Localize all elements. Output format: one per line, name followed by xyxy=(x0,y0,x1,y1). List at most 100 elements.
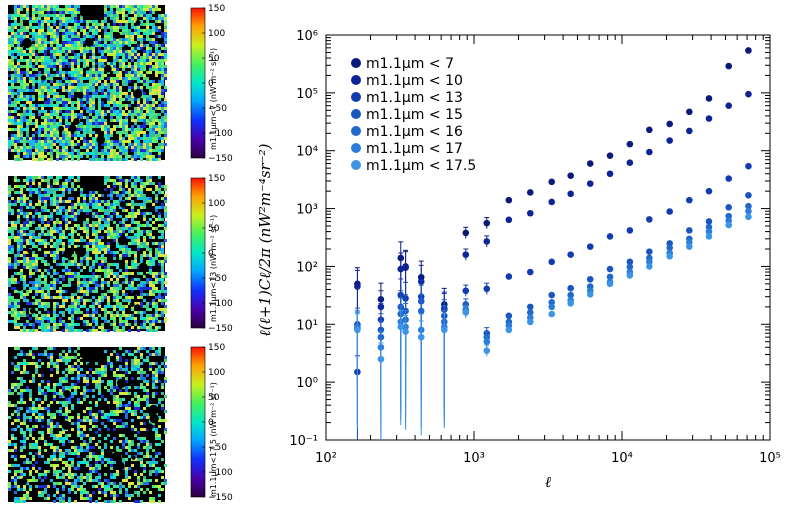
data-point xyxy=(417,333,425,341)
data-point xyxy=(462,251,470,258)
data-point xyxy=(567,291,574,299)
data-point xyxy=(626,159,634,167)
data-point xyxy=(725,102,733,109)
legend-marker xyxy=(351,58,361,68)
data-point xyxy=(417,307,425,315)
data-point xyxy=(505,312,513,320)
legend-label: m1.1μm < 16 xyxy=(366,124,463,140)
legend-marker xyxy=(351,143,361,153)
y-tick-labels: 10⁻¹ 10⁰ 10¹ 10² 10³ 10⁴ 10⁵ 10⁶ xyxy=(289,29,318,449)
x-tick-label: 10³ xyxy=(463,451,485,466)
colorbar-tick-label: 100 xyxy=(208,29,225,39)
legend-label: m1.1μm < 10 xyxy=(366,73,463,89)
colorbar-tick-label: 0 xyxy=(208,418,214,428)
data-point xyxy=(548,310,556,318)
x-tick-label: 10⁵ xyxy=(759,451,781,466)
data-point xyxy=(745,202,752,210)
data-point xyxy=(462,309,470,316)
data-point xyxy=(666,252,673,260)
data-point xyxy=(505,216,513,224)
data-point xyxy=(462,287,470,295)
data-point xyxy=(646,216,653,223)
data-point xyxy=(705,95,713,102)
plot-frame xyxy=(325,34,771,441)
x-tick-label: 10⁴ xyxy=(611,451,633,466)
legend-marker xyxy=(351,92,361,102)
data-point xyxy=(526,209,534,217)
data-point xyxy=(705,223,713,231)
data-point xyxy=(705,187,713,195)
colorbar-tick-label: −50 xyxy=(208,104,227,114)
data-point xyxy=(586,243,594,250)
data-point xyxy=(745,90,752,98)
data-point xyxy=(606,170,614,178)
data-point xyxy=(505,196,513,204)
data-point xyxy=(548,298,556,306)
series-6 xyxy=(354,207,752,440)
colorbar-label: m1.1μm<13 (nW m⁻² sr⁻¹) xyxy=(209,215,218,322)
data-point xyxy=(666,208,673,215)
data-point xyxy=(402,264,409,272)
data-point xyxy=(483,338,491,346)
data-point xyxy=(646,248,653,255)
series-5 xyxy=(354,202,752,436)
data-series xyxy=(354,47,752,440)
colorbar-1: 150 100 50 0 −50 −100 −150 m1.1μm<7 (nW m⁻² sr… xyxy=(190,4,233,164)
colorbar-tick-label: −150 xyxy=(208,324,233,334)
data-point xyxy=(606,280,614,288)
data-point xyxy=(586,160,594,167)
data-point xyxy=(646,258,653,266)
y-tick-label: 10⁶ xyxy=(296,29,318,44)
data-point xyxy=(745,162,752,170)
data-point xyxy=(548,303,556,311)
data-point xyxy=(548,178,556,186)
data-point xyxy=(745,191,752,199)
data-point xyxy=(686,127,693,135)
data-point xyxy=(745,207,752,215)
series-7 xyxy=(354,213,752,440)
y-tick-label: 10⁰ xyxy=(296,376,318,391)
data-point xyxy=(483,347,491,354)
data-point xyxy=(606,233,614,240)
x-axis-label: ℓ xyxy=(545,473,551,491)
data-point xyxy=(666,244,673,252)
data-point xyxy=(397,323,405,331)
data-point xyxy=(526,318,534,326)
data-point xyxy=(402,328,409,335)
data-point xyxy=(483,238,491,245)
legend-label: m1.1μm < 17.5 xyxy=(366,158,476,174)
data-point xyxy=(626,263,634,271)
colorbar-3: 150 100 50 0 −50 −100 −150 m1.1μm<17.5 (nW m⁻²… xyxy=(190,343,233,503)
data-point xyxy=(626,140,634,148)
data-point xyxy=(725,204,733,211)
legend-label: m1.1μm < 15 xyxy=(366,107,463,123)
data-point xyxy=(606,265,614,273)
x-tick-label: 10² xyxy=(315,451,337,466)
y-tick-label: 10³ xyxy=(296,203,318,218)
map-panel-2 xyxy=(8,176,167,332)
data-point xyxy=(686,108,693,116)
colorbar-tick-label: 100 xyxy=(208,368,225,378)
data-point xyxy=(586,180,594,187)
colorbar-tick-label: −100 xyxy=(208,299,233,309)
y-axis-label: ℓ(ℓ+1)Cℓ/2π (nW²m⁻⁴sr⁻²) xyxy=(256,143,274,336)
data-point xyxy=(646,263,653,270)
data-point xyxy=(646,126,653,134)
data-point xyxy=(725,221,733,229)
legend-marker xyxy=(351,126,361,136)
series-4 xyxy=(354,191,752,429)
data-point xyxy=(548,291,556,299)
data-point xyxy=(567,300,574,307)
colorbar-tick-label: −100 xyxy=(208,129,233,139)
data-point xyxy=(377,355,385,363)
colorbar-tick-label: −50 xyxy=(208,443,227,453)
data-point xyxy=(606,152,614,160)
data-point xyxy=(705,218,713,225)
data-point xyxy=(505,326,513,334)
data-point xyxy=(548,198,556,206)
data-point xyxy=(725,62,733,70)
colorbar-tick-label: 50 xyxy=(208,224,220,234)
data-point xyxy=(483,219,491,227)
